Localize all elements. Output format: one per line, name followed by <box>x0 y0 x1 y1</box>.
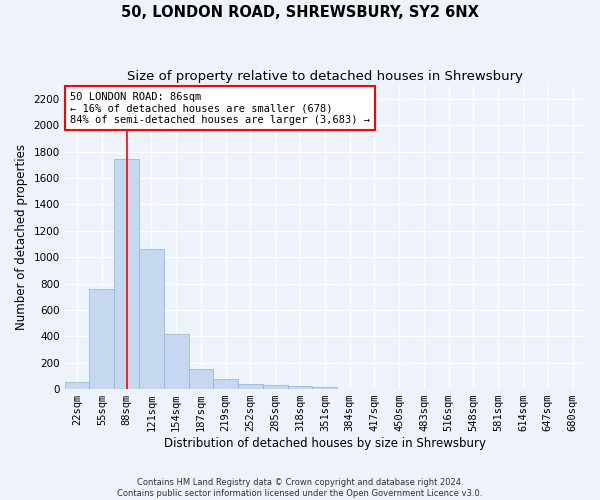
Text: 50 LONDON ROAD: 86sqm
← 16% of detached houses are smaller (678)
84% of semi-det: 50 LONDON ROAD: 86sqm ← 16% of detached … <box>70 92 370 125</box>
Bar <box>188 368 214 389</box>
Bar <box>114 160 139 389</box>
Title: Size of property relative to detached houses in Shrewsbury: Size of property relative to detached ho… <box>127 70 523 83</box>
Bar <box>139 248 164 389</box>
Bar <box>263 385 287 389</box>
Bar <box>89 289 114 389</box>
Text: Contains HM Land Registry data © Crown copyright and database right 2024.
Contai: Contains HM Land Registry data © Crown c… <box>118 478 482 498</box>
X-axis label: Distribution of detached houses by size in Shrewsbury: Distribution of detached houses by size … <box>164 437 486 450</box>
Bar <box>313 386 337 389</box>
Bar <box>287 386 313 389</box>
Bar <box>238 384 263 389</box>
Text: 50, LONDON ROAD, SHREWSBURY, SY2 6NX: 50, LONDON ROAD, SHREWSBURY, SY2 6NX <box>121 5 479 20</box>
Y-axis label: Number of detached properties: Number of detached properties <box>15 144 28 330</box>
Bar <box>214 379 238 389</box>
Bar <box>65 382 89 389</box>
Bar <box>164 334 188 389</box>
